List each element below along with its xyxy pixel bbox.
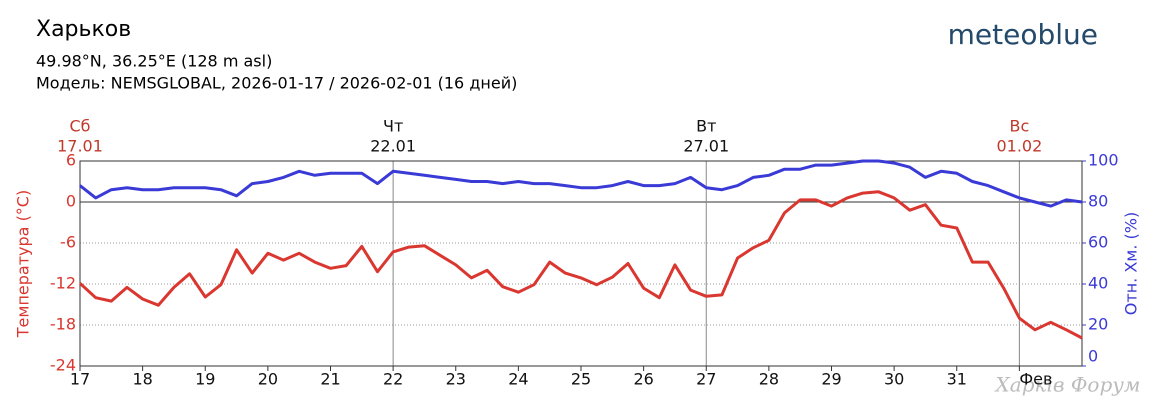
x-tick-label: 28 — [759, 370, 779, 389]
x-tick-label: 24 — [508, 370, 528, 389]
x-tick-label: 30 — [884, 370, 904, 389]
plot-frame — [79, 160, 1083, 367]
x-tick-label: 27 — [696, 370, 716, 389]
title: Харьков — [36, 17, 131, 42]
y2-tick-label: 80 — [1088, 192, 1108, 211]
x-tick-label: 25 — [571, 370, 591, 389]
x-tick-label: 23 — [446, 370, 466, 389]
y-tick-label: 6 — [66, 151, 76, 170]
date-label: 01.02 — [996, 137, 1042, 156]
y-tick-label: -12 — [50, 274, 76, 293]
y2-tick-label: 60 — [1088, 233, 1108, 252]
x-tick-label: 29 — [821, 370, 841, 389]
date-label: 17.01 — [57, 137, 103, 156]
y2-tick-label: 100 — [1088, 151, 1119, 170]
x-tick-label: 17 — [70, 370, 90, 389]
weekday-label: Сб — [69, 117, 90, 136]
watermark: Харків Форум — [994, 373, 1141, 397]
y-tick-label: 0 — [66, 192, 76, 211]
x-tick-label: 18 — [132, 370, 152, 389]
x-tick-label: 26 — [633, 370, 653, 389]
weekday-label: Чт — [383, 117, 403, 136]
y-tick-label: -18 — [50, 315, 76, 334]
y2-tick-label: 20 — [1088, 315, 1108, 334]
model: Модель: NEMSGLOBAL, 2026-01-17 / 2026-02… — [36, 74, 517, 93]
series-line — [78, 190, 1083, 340]
y2-tick-label: 40 — [1088, 274, 1108, 293]
series-line — [79, 159, 1083, 208]
x-tick-label: 21 — [320, 370, 340, 389]
weekday-label: Вт — [696, 117, 716, 136]
x-tick-label: 31 — [947, 370, 967, 389]
date-label: 27.01 — [683, 137, 729, 156]
logo: meteoblue — [948, 18, 1098, 51]
weekday-label: Вс — [1009, 117, 1029, 136]
coords: 49.98°N, 36.25°E (128 m asl) — [36, 52, 272, 71]
x-tick-label: 19 — [195, 370, 215, 389]
y2-axis-title: Отн. Хм. (%) — [1122, 212, 1141, 315]
y-tick-label: -6 — [60, 233, 76, 252]
y-axis-title: Температура (°C) — [14, 190, 33, 338]
y-tick-label: -24 — [50, 356, 76, 375]
x-tick-label: 22 — [383, 370, 403, 389]
x-tick-label: 20 — [258, 370, 278, 389]
date-label: 22.01 — [370, 137, 416, 156]
y2-tick-label: 0 — [1088, 347, 1098, 366]
x-tick-label: Фев — [1019, 370, 1052, 389]
